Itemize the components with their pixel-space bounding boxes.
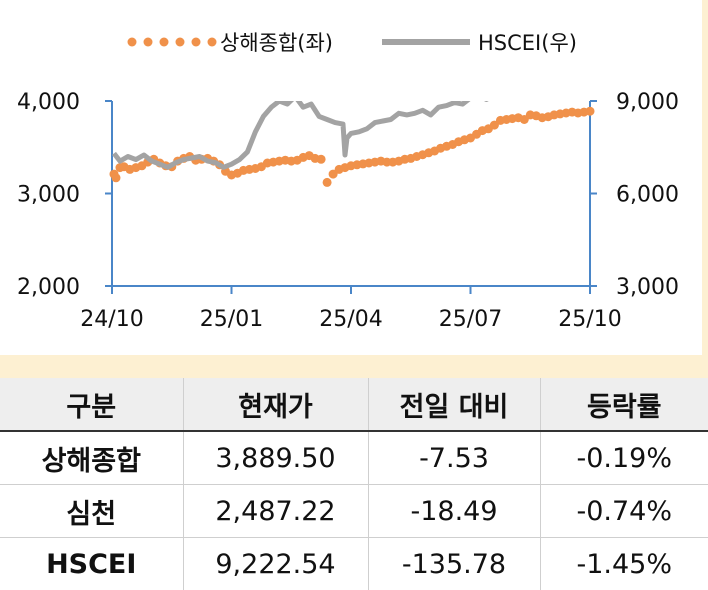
legend-label-shanghai: 상해종합(좌) <box>220 31 333 55</box>
legend-marker-dots <box>208 38 217 47</box>
row-rate: -0.19% <box>540 431 708 485</box>
quote-table: 구분 현재가 전일 대비 등락률 상해종합 3,889.50 -7.53 -0.… <box>0 378 708 590</box>
dual-axis-line-chart: 2,000 3,000 4,000 3,000 6,000 9,000 24/10 25/01… <box>0 0 708 355</box>
header-category: 구분 <box>0 378 183 431</box>
row-rate: -1.45% <box>540 538 708 590</box>
y-right-tick-label: 6,000 <box>616 183 679 208</box>
row-name: 상해종합 <box>0 431 183 485</box>
row-change: -135.78 <box>368 538 540 590</box>
header-current-price: 현재가 <box>183 378 368 431</box>
x-tick-label: 25/04 <box>319 307 382 332</box>
y-left-tick-label: 2,000 <box>17 275 80 300</box>
legend-marker-dots <box>128 38 137 47</box>
header-change: 전일 대비 <box>368 378 540 431</box>
row-price: 2,487.22 <box>183 485 368 538</box>
y-left-tick-label: 4,000 <box>17 90 80 115</box>
row-price: 9,222.54 <box>183 538 368 590</box>
series-point-shanghai <box>586 107 595 116</box>
legend-marker-dots <box>176 38 185 47</box>
series-point-shanghai <box>112 173 121 182</box>
legend-marker-dots <box>192 38 201 47</box>
row-rate: -0.74% <box>540 485 708 538</box>
row-change: -18.49 <box>368 485 540 538</box>
row-price: 3,889.50 <box>183 431 368 485</box>
chart-bottom-strip <box>0 355 708 378</box>
series-point-shanghai <box>323 178 332 187</box>
table-header-row: 구분 현재가 전일 대비 등락률 <box>0 378 708 431</box>
header-change-rate: 등락률 <box>540 378 708 431</box>
chart-right-edge-strip <box>702 0 708 378</box>
x-tick-label: 25/07 <box>439 307 502 332</box>
legend-marker-dots <box>144 38 153 47</box>
y-left-tick-label: 3,000 <box>17 183 80 208</box>
legend-label-hscei: HSCEI(우) <box>478 31 577 55</box>
series-point-shanghai <box>317 155 326 164</box>
row-change: -7.53 <box>368 431 540 485</box>
table-row: HSCEI 9,222.54 -135.78 -1.45% <box>0 538 708 590</box>
x-tick-label: 25/10 <box>558 307 621 332</box>
x-tick-label: 24/10 <box>80 307 143 332</box>
row-name: HSCEI <box>0 538 183 590</box>
table-row: 심천 2,487.22 -18.49 -0.74% <box>0 485 708 538</box>
table-row: 상해종합 3,889.50 -7.53 -0.19% <box>0 431 708 485</box>
chart-area: 2,000 3,000 4,000 3,000 6,000 9,000 24/10 25/01… <box>0 0 708 355</box>
x-tick-label: 25/01 <box>200 307 263 332</box>
y-right-tick-label: 9,000 <box>616 90 679 115</box>
legend-marker-dots <box>160 38 169 47</box>
y-right-tick-label: 3,000 <box>616 275 679 300</box>
row-name: 심천 <box>0 485 183 538</box>
